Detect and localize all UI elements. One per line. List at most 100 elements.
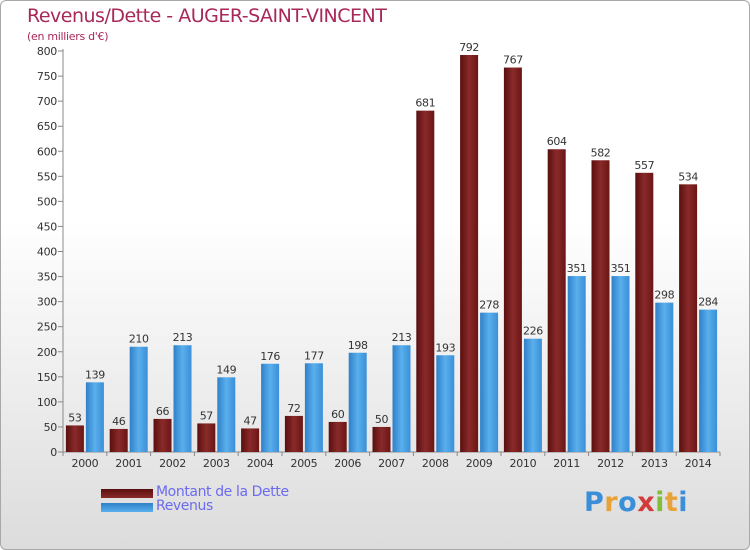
bar-dette [153, 418, 172, 452]
x-tick-label: 2008 [422, 457, 449, 470]
bar-dette [284, 415, 303, 452]
logo-letter: i [655, 487, 665, 518]
logo-letter: r [604, 487, 619, 518]
data-label-dette: 604 [547, 135, 567, 148]
bar-dette [503, 67, 522, 452]
logo-letter: x [637, 487, 656, 518]
bar-revenus [436, 355, 455, 452]
legend-swatch-dette [101, 489, 153, 498]
data-label-dette: 66 [156, 405, 170, 418]
bar-dette [328, 421, 347, 452]
logo-letter: i [678, 487, 689, 518]
bar-dette [109, 428, 128, 452]
data-label-revenus: 213 [392, 331, 412, 344]
bar-dette [241, 428, 260, 452]
data-label-dette: 681 [415, 97, 435, 110]
bar-dette [591, 160, 610, 452]
data-label-revenus: 284 [698, 296, 718, 309]
data-label-revenus: 213 [173, 331, 193, 344]
bar-revenus [699, 309, 718, 452]
data-label-dette: 582 [591, 146, 611, 159]
x-tick-label: 2003 [203, 457, 230, 470]
data-label-dette: 534 [678, 170, 698, 183]
bar-revenus [173, 345, 192, 452]
y-tick-label: 800 [37, 45, 57, 58]
x-tick-label: 2014 [685, 457, 712, 470]
proxiti-logo: Proxiti [584, 487, 688, 518]
y-tick-label: 150 [37, 371, 57, 384]
data-label-revenus: 351 [611, 262, 631, 275]
y-tick-label: 300 [37, 296, 57, 309]
y-tick-label: 450 [37, 220, 57, 233]
data-label-dette: 557 [634, 159, 654, 172]
x-tick-label: 2013 [641, 457, 668, 470]
y-tick-label: 350 [37, 271, 57, 284]
bar-revenus [480, 312, 499, 452]
y-tick-label: 0 [50, 446, 57, 459]
y-tick-label: 200 [37, 346, 57, 359]
data-label-dette: 47 [243, 414, 257, 427]
y-tick-label: 400 [37, 246, 57, 259]
bar-revenus [348, 352, 367, 452]
bar-revenus [217, 377, 236, 452]
x-tick-label: 2011 [553, 457, 580, 470]
legend-swatch-revenus [101, 503, 153, 512]
data-label-revenus: 177 [304, 349, 324, 362]
y-tick-label: 550 [37, 170, 57, 183]
bar-dette [460, 55, 479, 452]
logo-letter: t [664, 487, 679, 518]
data-label-dette: 46 [112, 415, 126, 428]
bar-revenus [567, 276, 586, 452]
y-tick-label: 750 [37, 70, 57, 83]
legend-label-dette: Montant de la Dette [156, 484, 289, 500]
data-label-revenus: 193 [435, 341, 455, 354]
data-label-revenus: 198 [348, 339, 368, 352]
chart-subtitle: (en milliers d'€) [27, 30, 109, 43]
bar-revenus [611, 276, 630, 452]
data-label-revenus: 298 [654, 289, 674, 302]
data-label-dette: 72 [287, 402, 300, 415]
y-tick-label: 250 [37, 321, 57, 334]
data-label-revenus: 176 [260, 350, 280, 363]
bar-revenus [85, 382, 104, 452]
bar-dette [679, 184, 698, 452]
bar-dette [372, 426, 391, 452]
y-tick-label: 600 [37, 145, 57, 158]
bar-revenus [655, 302, 674, 452]
data-label-revenus: 149 [216, 363, 236, 376]
data-label-dette: 53 [68, 411, 82, 424]
bar-dette [635, 172, 654, 452]
y-tick-label: 50 [44, 421, 58, 434]
data-label-dette: 50 [375, 413, 389, 426]
logo-letter: o [618, 487, 638, 518]
bar-revenus [304, 363, 323, 452]
chart-title: Revenus/Dette - AUGER-SAINT-VINCENT [27, 5, 387, 27]
bar-dette [197, 423, 216, 452]
data-label-revenus: 210 [129, 333, 149, 346]
x-tick-label: 2005 [291, 457, 318, 470]
data-label-revenus: 139 [85, 368, 105, 381]
data-label-dette: 767 [503, 54, 523, 67]
x-tick-label: 2009 [466, 457, 493, 470]
bar-revenus [392, 345, 411, 452]
logo-letter: P [584, 487, 605, 518]
data-label-dette: 792 [459, 41, 479, 54]
bar-revenus [523, 338, 542, 452]
x-tick-label: 2010 [510, 457, 537, 470]
data-label-revenus: 351 [567, 262, 587, 275]
bar-dette [416, 110, 435, 453]
bar-revenus [261, 363, 280, 452]
data-label-dette: 60 [331, 408, 345, 421]
y-tick-label: 650 [37, 120, 57, 133]
data-label-revenus: 278 [479, 299, 499, 312]
x-tick-label: 2012 [597, 457, 624, 470]
x-tick-label: 2004 [247, 457, 274, 470]
bar-revenus [129, 346, 148, 452]
data-label-revenus: 226 [523, 325, 543, 338]
x-tick-label: 2007 [378, 457, 405, 470]
y-tick-label: 100 [37, 396, 57, 409]
y-tick-label: 700 [37, 95, 57, 108]
x-tick-label: 2002 [159, 457, 186, 470]
